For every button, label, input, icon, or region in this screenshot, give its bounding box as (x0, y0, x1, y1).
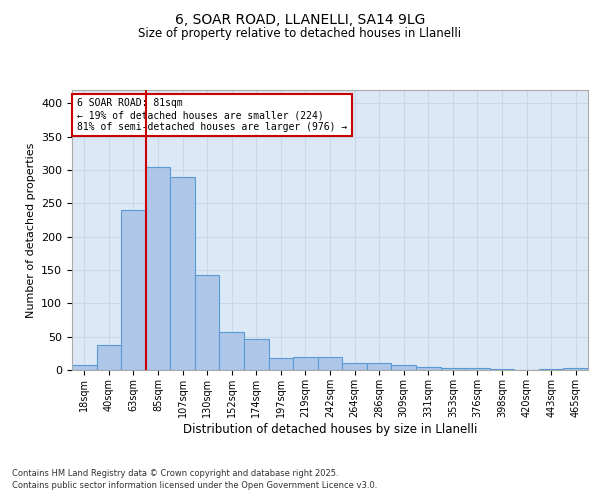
Text: Contains HM Land Registry data © Crown copyright and database right 2025.: Contains HM Land Registry data © Crown c… (12, 468, 338, 477)
Bar (342, 364, 367, 370)
X-axis label: Distribution of detached houses by size in Llanelli: Distribution of detached houses by size … (183, 422, 477, 436)
Bar (539, 368, 563, 370)
Bar (72, 364, 97, 370)
Bar (391, 366, 416, 370)
Text: 6, SOAR ROAD, LLANELLI, SA14 9LG: 6, SOAR ROAD, LLANELLI, SA14 9LG (175, 12, 425, 26)
Bar (170, 176, 195, 370)
Bar (220, 332, 244, 370)
Bar (440, 368, 465, 370)
Text: Contains public sector information licensed under the Open Government Licence v3: Contains public sector information licen… (12, 481, 377, 490)
Bar (121, 210, 146, 370)
Bar (318, 356, 342, 370)
Bar (416, 366, 440, 370)
Bar (244, 340, 269, 370)
Bar (293, 358, 318, 370)
Bar (563, 368, 588, 370)
Bar (465, 368, 490, 370)
Y-axis label: Number of detached properties: Number of detached properties (26, 142, 35, 318)
Bar (146, 166, 170, 370)
Text: 6 SOAR ROAD: 81sqm
← 19% of detached houses are smaller (224)
81% of semi-detach: 6 SOAR ROAD: 81sqm ← 19% of detached hou… (77, 98, 347, 132)
Bar (97, 344, 121, 370)
Bar (269, 358, 293, 370)
Bar (195, 274, 220, 370)
Bar (367, 362, 391, 370)
Text: Size of property relative to detached houses in Llanelli: Size of property relative to detached ho… (139, 28, 461, 40)
